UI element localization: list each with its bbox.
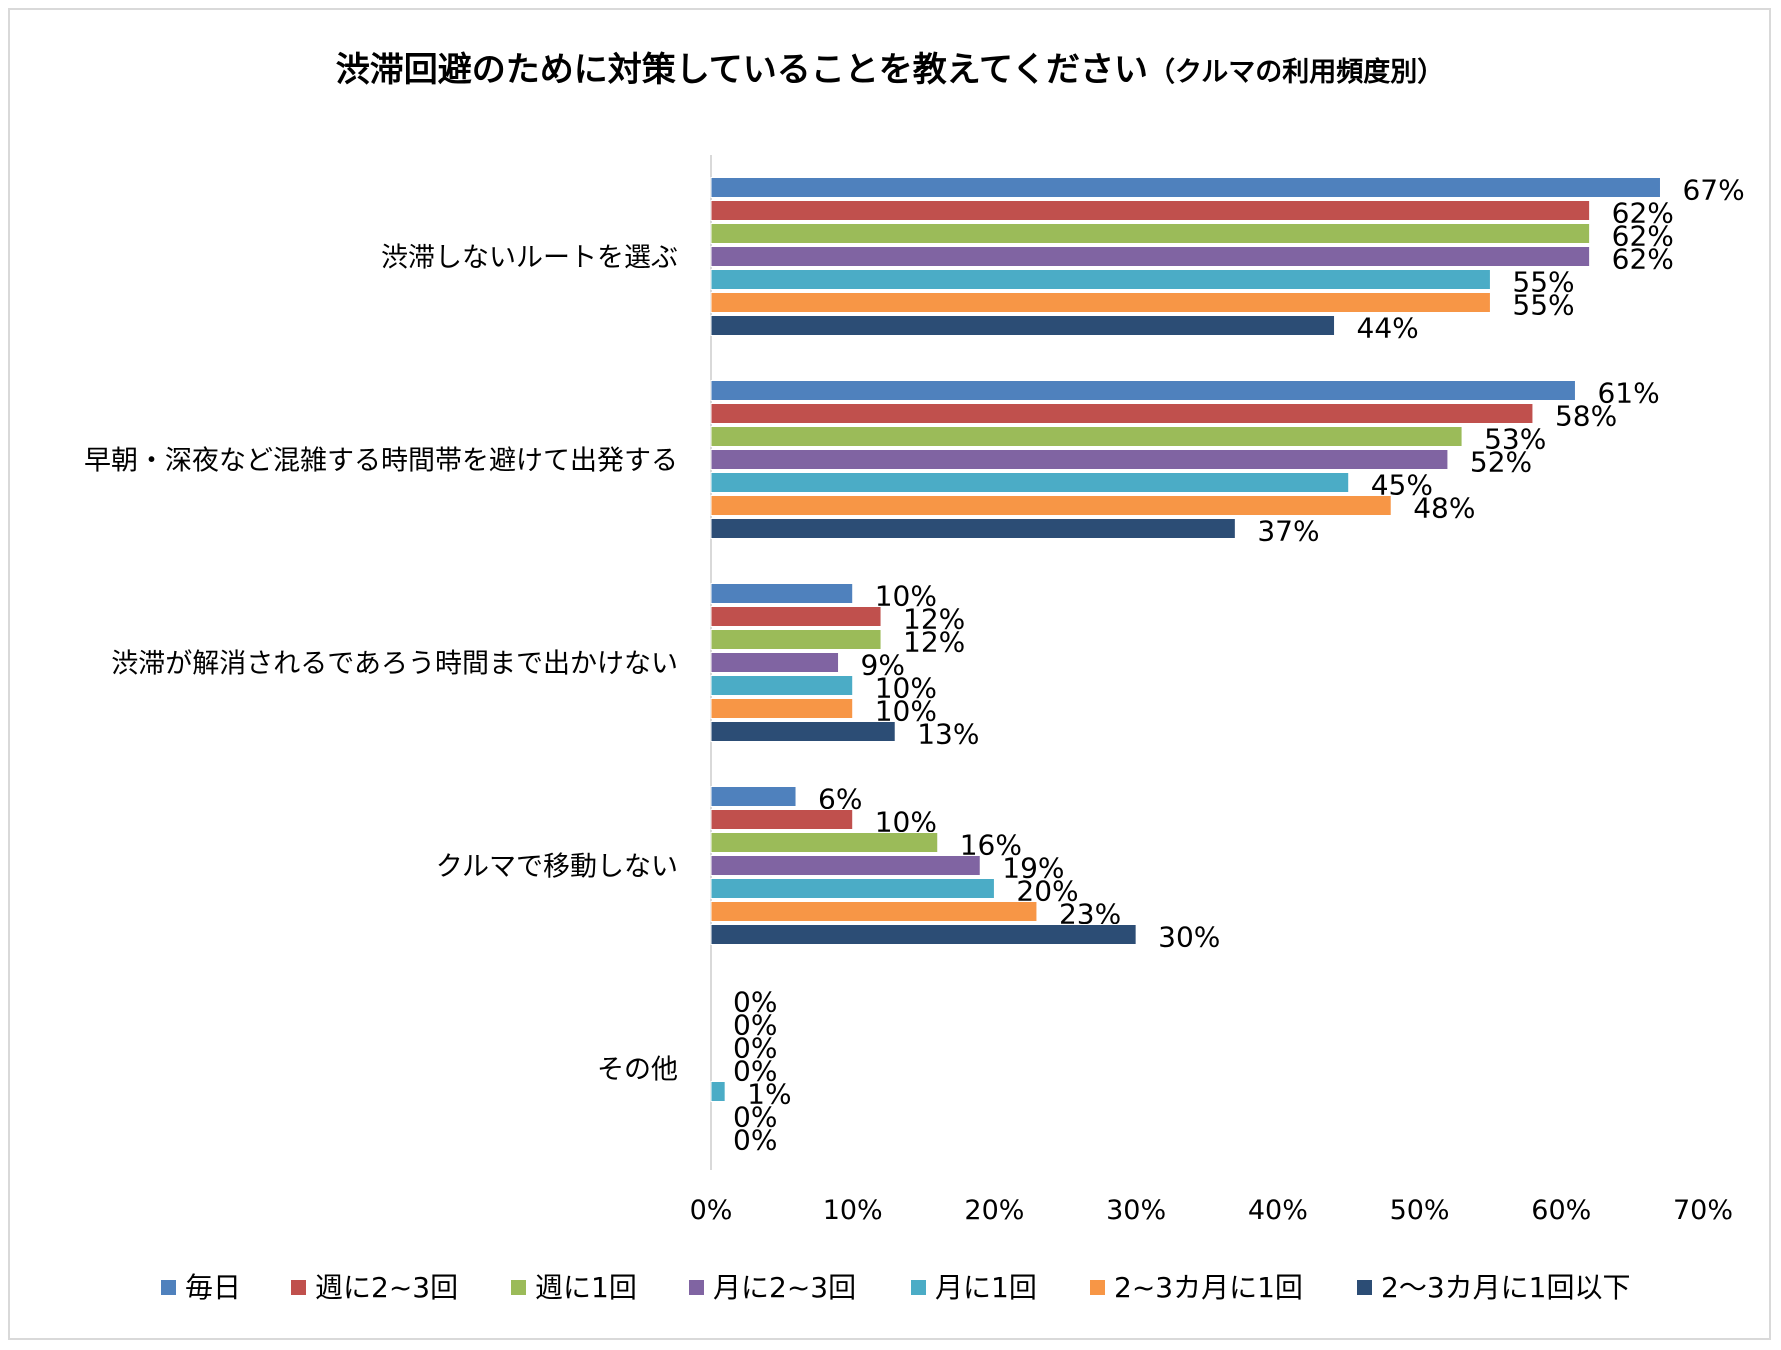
legend-label: 月に1回 [935, 1271, 1037, 1304]
data-label: 0% [733, 1124, 777, 1157]
legend-label: 毎日 [185, 1271, 241, 1304]
bar [710, 832, 939, 853]
data-label: 9% [861, 649, 905, 682]
x-tick-label: 40% [1248, 1195, 1308, 1226]
chart-title-suffix: （クルマの利用頻度別） [1148, 56, 1444, 88]
bar [710, 449, 1449, 470]
bar [710, 246, 1591, 267]
data-label: 12% [903, 603, 965, 636]
data-label: 30% [1158, 921, 1220, 954]
data-label: 0% [733, 1055, 777, 1088]
bar [710, 177, 1661, 198]
legend-label: 週に1回 [535, 1271, 637, 1304]
bar [710, 403, 1534, 424]
category-label: その他 [597, 1055, 678, 1086]
legend-swatch [689, 1280, 704, 1295]
data-label: 12% [903, 626, 965, 659]
category-label: 早朝・深夜など混雑する時間帯を避けて出発する [84, 446, 678, 477]
bar [710, 223, 1591, 244]
bar [710, 472, 1350, 493]
bar [710, 1081, 726, 1102]
data-label: 62% [1612, 220, 1674, 253]
data-label: 13% [917, 718, 979, 751]
data-label: 0% [733, 1032, 777, 1065]
bar [710, 380, 1576, 401]
x-tick-label: 20% [964, 1195, 1024, 1226]
bar [710, 315, 1336, 336]
data-label: 44% [1357, 312, 1419, 345]
data-label: 58% [1555, 400, 1617, 433]
x-tick-label: 60% [1531, 1195, 1591, 1226]
legend-label: 2～3カ月に1回以下 [1381, 1271, 1630, 1304]
bar [710, 518, 1236, 539]
legend-swatch [161, 1280, 176, 1295]
bar [710, 426, 1463, 447]
data-label: 19% [1002, 852, 1064, 885]
bar [710, 583, 854, 604]
data-label: 55% [1512, 289, 1574, 322]
x-tick-label: 0% [690, 1195, 733, 1226]
data-label: 62% [1612, 243, 1674, 276]
data-label: 10% [875, 580, 937, 613]
legend-label: 2~3カ月に1回 [1114, 1271, 1303, 1304]
bar [710, 855, 981, 876]
chart-title: 渋滞回避のために対策していることを教えてください（クルマの利用頻度別） [336, 50, 1444, 90]
data-label: 0% [733, 986, 777, 1019]
legend-swatch [511, 1280, 526, 1295]
data-label: 61% [1597, 377, 1659, 410]
data-label: 52% [1470, 446, 1532, 479]
bar [710, 721, 896, 742]
x-tick-label: 70% [1673, 1195, 1733, 1226]
bar [710, 652, 840, 673]
bar [710, 924, 1137, 945]
data-label: 67% [1682, 174, 1744, 207]
category-label: 渋滞が解消されるであろう時間まで出かけない [111, 649, 678, 680]
legend-label: 月に2~3回 [713, 1271, 856, 1304]
bar [710, 878, 995, 899]
bar [710, 292, 1491, 313]
legend-swatch [291, 1280, 306, 1295]
bar [710, 675, 854, 696]
data-label: 0% [733, 1101, 777, 1134]
data-label: 62% [1612, 197, 1674, 230]
legend-swatch [1357, 1280, 1372, 1295]
legend-swatch [911, 1280, 926, 1295]
bar [710, 629, 882, 650]
bar [710, 809, 854, 830]
bar [710, 786, 797, 807]
data-label: 48% [1413, 492, 1475, 525]
x-tick-label: 10% [823, 1195, 883, 1226]
bar [710, 698, 854, 719]
bar [710, 606, 882, 627]
data-label: 53% [1484, 423, 1546, 456]
x-tick-label: 30% [1106, 1195, 1166, 1226]
category-label: 渋滞しないルートを選ぶ [381, 243, 678, 274]
bar [710, 901, 1038, 922]
data-label: 55% [1512, 266, 1574, 299]
legend-label: 週に2~3回 [315, 1271, 458, 1304]
data-label: 37% [1257, 515, 1319, 548]
data-label: 10% [875, 672, 937, 705]
bar [710, 495, 1392, 516]
chart-title-main: 渋滞回避のために対策していることを教えてください [336, 50, 1148, 90]
bar [710, 269, 1491, 290]
x-tick-label: 50% [1390, 1195, 1450, 1226]
bar [710, 200, 1591, 221]
data-label: 1% [747, 1078, 791, 1111]
category-label: クルマで移動しない [436, 852, 678, 883]
data-label: 0% [733, 1009, 777, 1042]
legend-swatch [1090, 1280, 1105, 1295]
